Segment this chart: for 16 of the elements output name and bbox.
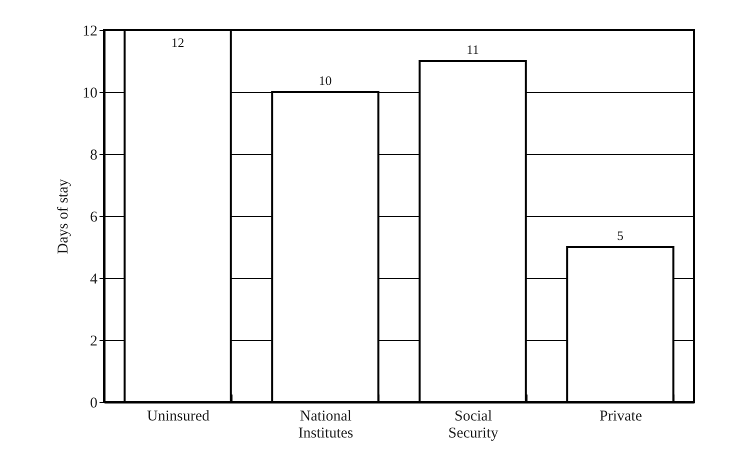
y-tick-label: 10 [82, 86, 98, 102]
x-tick-label: Social Security [448, 408, 499, 442]
y-axis-title: Days of stay [56, 178, 72, 254]
x-tick-label: National Institutes [298, 408, 354, 442]
y-tick-label: 8 [90, 148, 98, 164]
y-tick-label: 4 [90, 272, 98, 288]
y-tick-label: 0 [90, 396, 98, 412]
data-label: 10 [318, 73, 332, 88]
y-tick-label: 12 [82, 24, 98, 40]
data-label: 5 [617, 228, 624, 243]
data-label: 12 [171, 35, 184, 50]
y-tick-label: 2 [90, 334, 98, 350]
x-tick-label: Private [600, 408, 642, 424]
x-tick-label: Uninsured [147, 408, 210, 424]
y-tick-label: 6 [90, 210, 98, 226]
data-label: 11 [466, 42, 480, 57]
